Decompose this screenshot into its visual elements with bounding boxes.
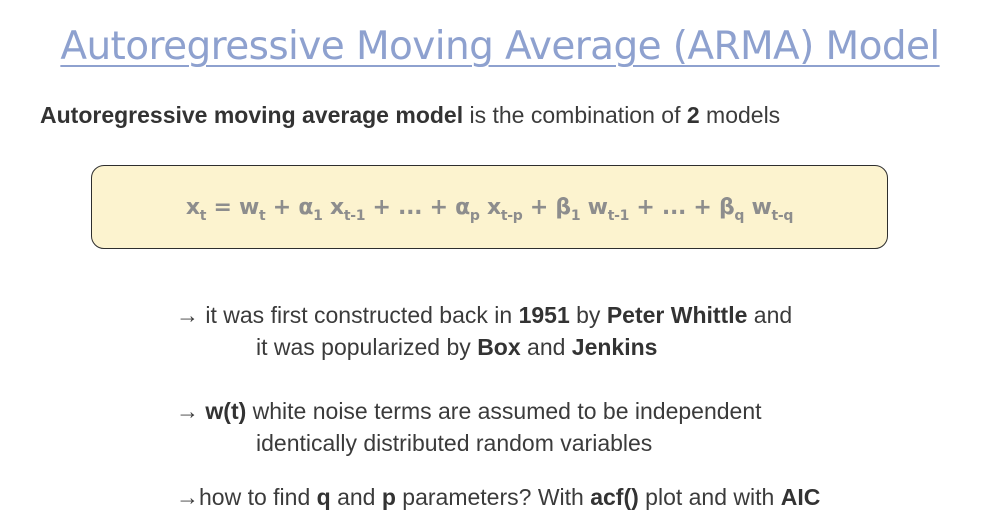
intro-text-mid: is the combination of — [463, 102, 687, 128]
slide-title: Autoregressive Moving Average (ARMA) Mod… — [60, 24, 940, 69]
arrow-icon: → — [176, 302, 206, 328]
bullet-white-noise: → w(t) white noise terms are assumed to … — [176, 395, 762, 459]
formula-box: xt = wt + α1 xt-1 + ... + αp xt-p + β1 w… — [91, 165, 888, 249]
intro-text-end: models — [699, 102, 781, 128]
bullet-history: → it was first constructed back in 1951 … — [176, 299, 792, 363]
bullet-history-line2: it was popularized by Box and Jenkins — [256, 334, 658, 360]
intro-count: 2 — [686, 102, 700, 128]
bullet-parameters: →how to find q and p parameters? With ac… — [176, 484, 821, 510]
bullet-white-noise-line2: identically distributed random variables — [256, 430, 653, 456]
arrow-icon: → — [176, 484, 199, 510]
arrow-icon: → — [176, 398, 206, 424]
arma-formula: xt = wt + α1 xt-1 + ... + αp xt-p + β1 w… — [185, 194, 794, 224]
intro-sentence: Autoregressive moving average model is t… — [40, 102, 780, 129]
intro-bold-term: Autoregressive moving average model — [40, 102, 464, 128]
